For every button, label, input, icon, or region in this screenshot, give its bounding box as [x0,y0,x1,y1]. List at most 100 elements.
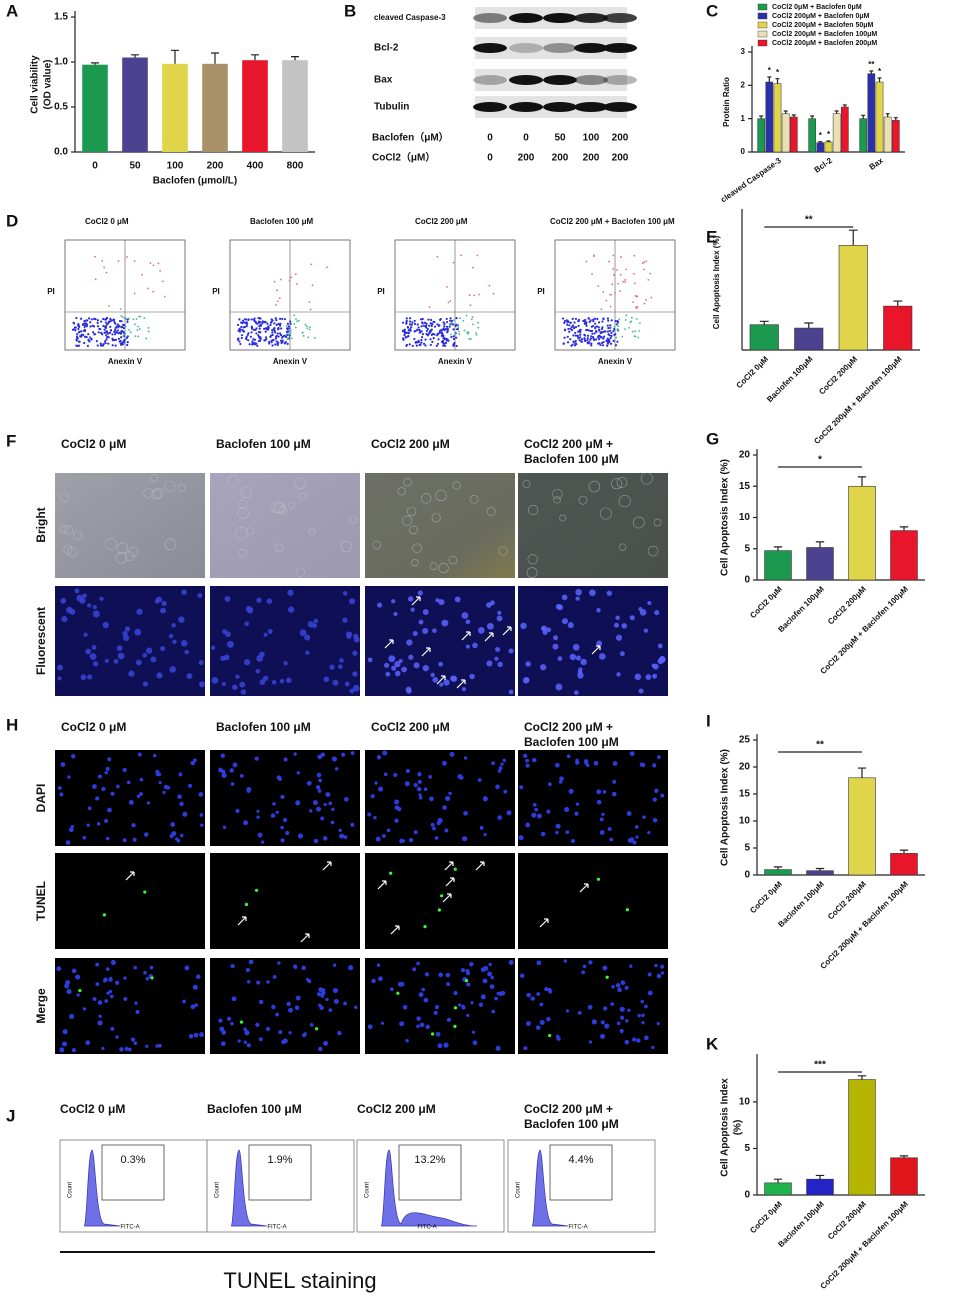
nucleus [115,980,120,986]
nucleus [101,1046,105,1051]
nucleus [381,833,386,838]
nucleus [179,801,184,807]
event-dot [118,340,121,343]
event-dot [619,290,622,292]
event-dot [435,334,439,337]
nucleus [494,656,499,661]
nucleus [137,752,142,757]
event-dot [618,318,621,321]
event-dot [129,331,132,334]
event-dot [238,328,242,331]
nucleus [389,987,394,992]
nucleus [69,608,76,615]
blot-band [509,75,543,85]
nucleus [267,628,273,634]
condition-value: 0 [487,153,493,164]
event-dot [271,331,274,334]
nucleus [126,780,131,785]
nucleus [548,989,553,994]
bright-image [210,473,360,578]
nucleus [453,990,458,996]
nucleus [352,671,358,677]
nucleus [656,1022,660,1026]
nucleus [388,655,396,663]
event-dot [442,327,445,330]
micrograph [210,958,360,1054]
event-dot [450,322,452,325]
x-axis-label: Anexin V [108,357,143,366]
nucleus [525,1021,531,1027]
nucleus [583,759,589,764]
event-dot [452,319,455,322]
nucleus [523,1046,528,1051]
nucleus [435,1032,441,1037]
event-dot [577,319,580,323]
nucleus [158,1043,162,1048]
y-tick-label: 0.0 [54,147,68,158]
event-dot [453,343,456,346]
nucleus [596,789,602,795]
nucleus [601,812,605,817]
condition-value: 200 [583,153,600,164]
nucleus [480,994,486,1000]
event-dot [120,336,123,339]
condition-title: CoCl2 200 μM [371,720,450,734]
nucleus [659,655,666,662]
tunel-dot [453,867,457,871]
event-dot [259,317,262,320]
event-dot [245,338,248,341]
nucleus [423,787,428,792]
event-dot [592,255,595,258]
event-dot [280,327,283,330]
nucleus [382,750,388,756]
nucleus [243,820,249,826]
event-dot [157,262,160,265]
bar [848,1079,876,1196]
event-dot [126,335,129,338]
nucleus [211,676,219,684]
tunel-dot [596,877,601,881]
bar [789,116,798,153]
error-bar [834,110,839,114]
nucleus [626,811,632,816]
event-dot [568,324,571,327]
event-dot [421,317,424,321]
event-dot [269,323,272,327]
event-dot [622,280,625,283]
error-bar [861,114,866,119]
tunel-dot [548,1033,552,1038]
event-dot [287,338,290,340]
nucleus [353,633,359,639]
nucleus [637,1013,641,1018]
event-dot [289,320,292,323]
event-dot [579,331,582,334]
nucleus [526,992,531,998]
error-bar [826,140,831,142]
event-dot [645,260,648,263]
nucleus [243,1027,247,1032]
nucleus [220,1041,226,1047]
nucleus [122,838,127,843]
nucleus [70,824,75,829]
nucleus [412,631,418,637]
event-dot [273,322,276,325]
event-dot [109,329,113,332]
nucleus [339,833,345,839]
nucleus [461,1005,466,1010]
error-bar [893,117,898,121]
nucleus [110,959,116,966]
event-dot [86,323,89,326]
event-dot [600,341,603,345]
x-tick-label: Bax [868,156,886,172]
cell-outline [59,492,70,502]
legend-swatch [757,3,768,11]
nucleus [287,589,294,596]
nucleus [178,616,185,623]
y-axis-label: PI [377,287,385,296]
event-dot [594,338,598,341]
event-dot [120,320,123,323]
event-dot [597,338,601,341]
nucleus [629,837,635,842]
event-dot [613,326,616,328]
nucleus [299,629,307,637]
